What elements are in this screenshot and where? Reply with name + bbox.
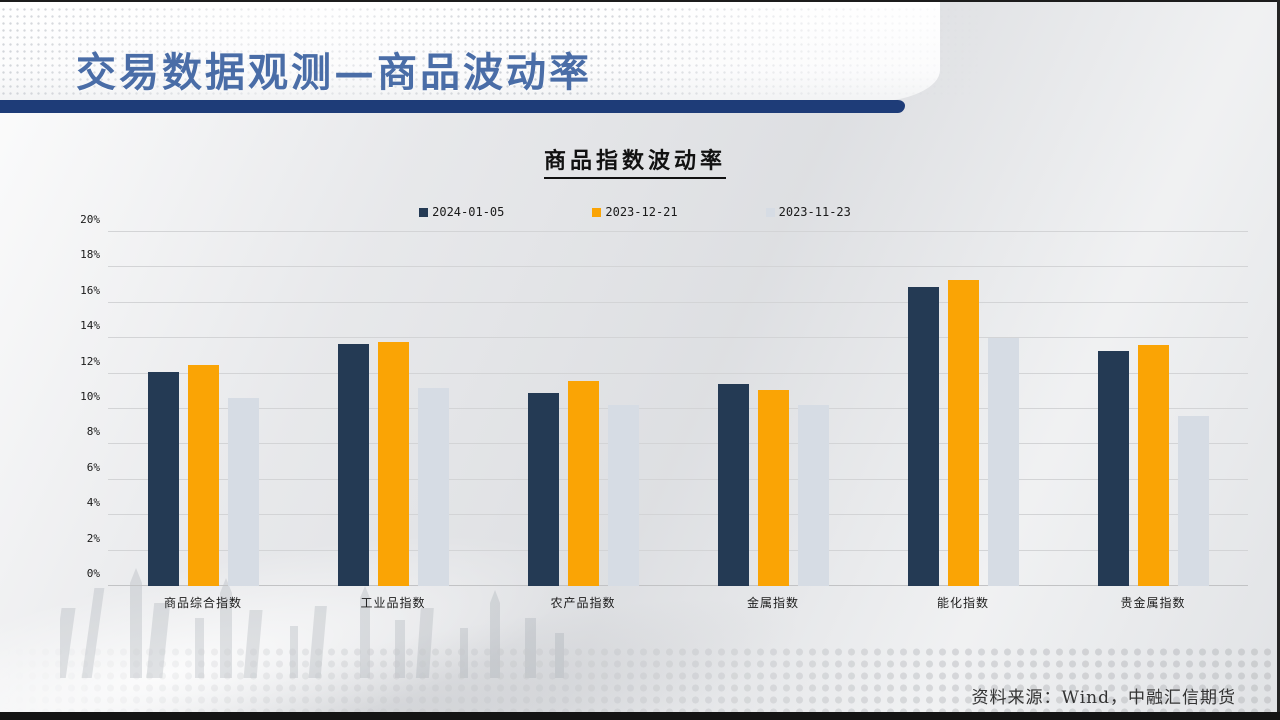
dotted-world-map (0, 6, 980, 98)
window-edge-bottom (0, 712, 1280, 720)
bar-2023-11-23 (417, 387, 449, 586)
gridline (108, 514, 1248, 516)
bar-2023-12-21 (757, 389, 789, 586)
y-axis-tick-label: 16% (80, 283, 100, 297)
x-axis-category-label: 商品综合指数 (163, 596, 242, 610)
data-source-note: 资料来源：Wind，中融汇信期货 (971, 688, 1236, 708)
legend-label: 2024-01-05 (432, 205, 505, 219)
bar-2024-01-05 (717, 384, 749, 586)
legend-item: 2023-11-23 (765, 205, 851, 219)
gridline (108, 443, 1248, 445)
bar-2023-11-23 (607, 405, 639, 586)
x-axis-category-label: 农产品指数 (550, 596, 616, 610)
y-axis-tick-label: 12% (80, 354, 100, 368)
window-edge-right (1277, 0, 1280, 720)
page-title: 交易数据观测—商品波动率 (76, 49, 592, 96)
bar-2024-01-05 (337, 343, 369, 586)
bar-2024-01-05 (907, 286, 939, 586)
legend-item: 2024-01-05 (419, 205, 504, 219)
legend-label: 2023-12-21 (605, 205, 678, 219)
x-axis-category-label: 工业品指数 (360, 596, 426, 610)
bar-2024-01-05 (1097, 350, 1129, 586)
gridline (108, 266, 1248, 268)
bar-2023-12-21 (1137, 345, 1169, 586)
y-axis-tick-label: 0% (86, 567, 100, 580)
y-axis-tick-label: 20% (80, 213, 100, 226)
bar-2024-01-05 (527, 393, 559, 586)
y-axis-tick-label: 2% (86, 531, 100, 545)
bar-group (678, 232, 868, 586)
y-axis-tick-label: 8% (86, 425, 100, 439)
bar-group (1058, 232, 1248, 586)
legend-swatch-icon (592, 207, 602, 217)
bar-group (108, 232, 298, 586)
legend-item: 2023-12-21 (592, 205, 678, 219)
bar-2023-11-23 (797, 405, 829, 586)
bar-2023-12-21 (567, 380, 599, 586)
bar-2023-11-23 (227, 398, 259, 586)
bar-group (298, 232, 488, 586)
bar-2023-12-21 (947, 279, 979, 586)
x-axis-category-label: 金属指数 (746, 596, 799, 610)
gridline (108, 549, 1248, 551)
bar-2024-01-05 (147, 371, 179, 586)
window-edge-top (0, 0, 1280, 2)
legend-swatch-icon (765, 207, 775, 217)
bar-2023-12-21 (377, 341, 409, 586)
x-axis-category-label: 能化指数 (936, 596, 989, 610)
legend-label: 2023-11-23 (778, 205, 851, 219)
gridline (108, 478, 1248, 480)
gridline (108, 585, 1248, 586)
bars-layer (108, 232, 1248, 586)
header-accent-bar (0, 100, 905, 113)
y-axis-tick-label: 18% (80, 248, 100, 262)
bar-2023-11-23 (1177, 416, 1209, 586)
chart-legend: 2024-01-05 2023-12-21 2023-11-23 (0, 205, 1270, 219)
bar-2023-11-23 (987, 338, 1019, 586)
bar-group (868, 232, 1058, 586)
bar-group (488, 232, 678, 586)
gridline (108, 231, 1248, 232)
y-axis-tick-label: 14% (80, 319, 100, 333)
x-axis-labels: 商品综合指数 工业品指数 农产品指数 金属指数 能化指数 贵金属指数 (108, 594, 1248, 611)
chart-plot-area: 0% 2% 4% 6% 8% 10% 12% 14% 16% 18% 20% (80, 213, 1248, 586)
x-axis-category-label: 贵金属指数 (1120, 596, 1186, 610)
y-axis-tick-label: 4% (86, 496, 100, 510)
gridline (108, 408, 1248, 409)
chart-title: 商品指数波动率 (0, 143, 1270, 179)
gridline (108, 301, 1248, 303)
honeycomb-pattern (0, 646, 1280, 712)
gridline (108, 337, 1248, 339)
y-axis-tick-label: 10% (80, 390, 100, 403)
y-axis-tick-label: 6% (86, 460, 100, 474)
bar-2023-12-21 (187, 364, 219, 586)
legend-swatch-icon (419, 207, 429, 217)
gridline (108, 372, 1248, 374)
